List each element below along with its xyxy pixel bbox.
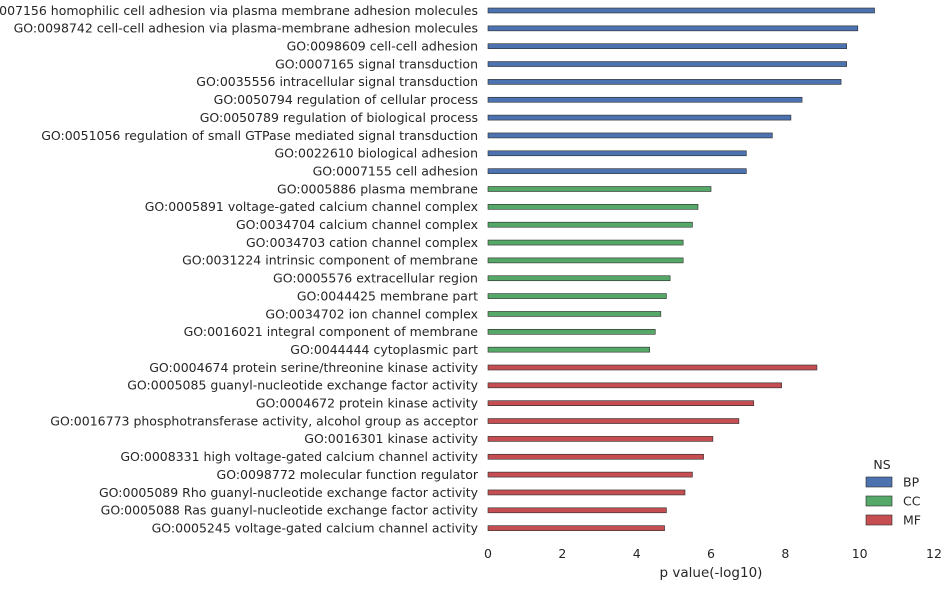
bar [487,436,714,442]
x-axis-label: p value(-log10) [660,565,763,581]
category-label: GO:0031224 intrinsic component of membra… [182,253,478,268]
bar [487,186,712,192]
category-label: GO:0051056 regulation of small GTPase me… [41,128,478,143]
legend-label: BP [903,475,920,490]
category-label: GO:0098742 cell-cell adhesion via plasma… [14,21,478,36]
bar [487,382,782,389]
bar [487,507,667,514]
bar [487,204,699,210]
category-label: GO:0016021 integral component of membran… [184,324,479,339]
category-label: GO:0005891 voltage-gated calcium channel… [145,199,478,214]
category-label: GO:0034702 ion channel complex [265,306,478,321]
category-label: GO:0005088 Ras guanyl-nucleotide exchang… [101,503,479,518]
category-label: GO:0007165 signal transduction [275,56,478,71]
legend-swatch [865,495,893,507]
category-label: GO:0098609 cell-cell adhesion [287,39,478,54]
category-label: GO:0016773 phosphotransferase activity, … [50,413,479,428]
category-label: GO:0034704 calcium channel complex [236,217,478,232]
bar [487,400,755,407]
category-label: GO:0098772 molecular function regulator [217,467,479,482]
category-label: GO:0035556 intracellular signal transduc… [196,74,478,89]
category-label: GO:0034703 cation channel complex [246,235,478,250]
bar [487,471,693,478]
category-label: GO:0005576 extracellular region [273,271,478,286]
category-label: GO:0016301 kinase activity [304,431,478,446]
bar [487,346,650,353]
bar [487,132,773,139]
legend-label: MF [903,513,921,528]
category-label: GO:0050789 regulation of biological proc… [200,110,478,125]
x-tick-label: 0 [484,546,492,561]
category-label: GO:0004674 protein serine/threonine kina… [149,360,478,375]
bar [487,25,859,32]
bar [487,96,803,103]
bar [487,328,656,335]
legend-swatch [865,514,893,526]
category-label: GO:0044425 membrane part [297,288,478,303]
category-label: GO:0005089 Rho guanyl-nucleotide exchang… [99,485,479,500]
x-tick-label: 12 [926,546,942,561]
x-tick-label: 6 [707,546,715,561]
category-label: GO:0005886 plasma membrane [277,181,478,196]
category-label: GO:0050794 regulation of cellular proces… [214,92,478,107]
category-label: GO:0005085 guanyl-nucleotide exchange fa… [127,378,478,393]
bar [487,61,847,67]
bar [487,114,792,121]
bar [487,7,875,14]
legend-title: NS [873,457,890,472]
bar [487,293,667,299]
bar [487,168,747,174]
category-label: GO:0008331 high voltage-gated calcium ch… [120,449,478,464]
bar [487,79,842,85]
x-tick-label: 4 [633,546,641,561]
bar [487,221,693,228]
x-tick-label: 8 [781,546,789,561]
bar [487,311,662,317]
bar [487,239,684,246]
x-tick-label: 2 [558,546,566,561]
category-label: GO:0004672 protein kinase activity [256,396,479,411]
category-label: GO:0005245 voltage-gated calcium channel… [152,520,479,535]
bar [487,489,686,496]
bar [487,418,740,424]
bar [487,364,818,371]
x-tick-label: 10 [852,546,868,561]
category-label: GO:0007156 homophilic cell adhesion via … [0,3,478,18]
bar [487,257,684,264]
bar [487,43,847,50]
category-label: GO:0044444 cytoplasmic part [290,342,478,357]
legend-label: CC [903,494,921,509]
category-label: GO:0022610 biological adhesion [275,146,479,161]
category-label: GO:0007155 cell adhesion [313,163,478,178]
bar [487,275,671,282]
bar [487,453,704,460]
bar [487,525,665,531]
bar [487,150,747,157]
legend-swatch [865,476,893,488]
